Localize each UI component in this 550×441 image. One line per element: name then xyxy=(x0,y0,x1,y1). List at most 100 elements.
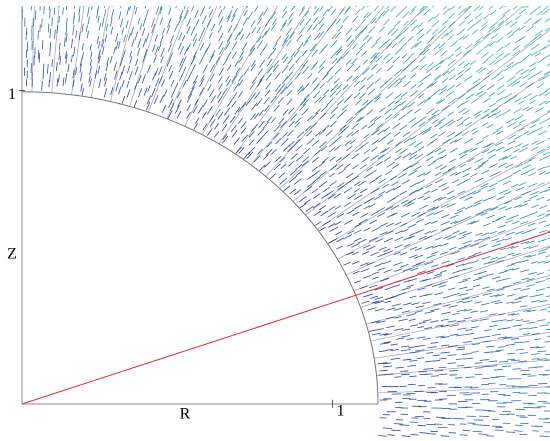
field-arrow xyxy=(502,109,512,115)
field-arrow xyxy=(343,261,351,266)
field-arrow xyxy=(391,164,400,170)
field-arrow xyxy=(137,17,141,25)
field-arrow xyxy=(464,205,474,210)
field-arrow xyxy=(528,245,539,249)
field-arrow xyxy=(528,66,537,73)
field-arrow xyxy=(358,84,366,91)
field-arrow xyxy=(439,373,448,375)
field-arrow xyxy=(385,56,394,64)
field-arrow xyxy=(481,255,491,260)
field-arrow xyxy=(337,129,346,136)
field-arrow xyxy=(317,66,324,74)
field-arrow xyxy=(249,81,256,90)
field-arrow xyxy=(419,49,426,56)
field-arrow xyxy=(499,189,509,194)
field-arrow xyxy=(393,423,404,425)
field-arrow xyxy=(385,187,395,194)
field-arrow xyxy=(410,73,417,79)
field-arrow xyxy=(441,104,450,112)
field-arrow xyxy=(286,71,293,80)
field-arrow xyxy=(354,280,361,284)
field-arrow xyxy=(306,130,313,137)
field-arrow xyxy=(470,243,480,247)
field-arrow xyxy=(376,207,386,213)
field-arrow xyxy=(471,29,479,35)
field-arrow xyxy=(402,165,412,172)
field-arrow xyxy=(547,237,550,240)
field-arrow xyxy=(264,105,270,112)
field-arrow xyxy=(512,267,520,271)
field-arrow xyxy=(394,80,402,88)
field-arrow xyxy=(458,7,467,15)
field-arrow xyxy=(546,286,550,289)
field-arrow xyxy=(434,370,444,372)
field-arrow xyxy=(151,24,156,34)
field-arrow xyxy=(399,75,407,81)
field-arrow xyxy=(379,333,389,336)
field-arrow xyxy=(145,9,149,18)
field-arrow xyxy=(431,206,439,211)
field-arrow xyxy=(415,218,425,224)
field-arrow xyxy=(402,152,412,159)
field-arrow xyxy=(341,50,350,59)
field-arrow xyxy=(504,343,515,346)
field-arrow xyxy=(531,50,539,57)
field-arrow xyxy=(321,192,330,199)
field-arrow xyxy=(426,141,434,147)
field-arrow xyxy=(402,20,409,27)
field-arrow xyxy=(441,186,450,191)
field-arrow xyxy=(393,307,403,311)
field-arrow xyxy=(345,27,353,35)
field-arrow xyxy=(370,63,378,71)
field-arrow xyxy=(462,99,469,105)
field-arrow xyxy=(401,105,408,111)
field-arrow xyxy=(462,49,472,56)
field-arrow xyxy=(506,319,515,322)
field-arrow xyxy=(291,6,296,11)
field-arrow xyxy=(320,105,329,113)
field-arrow xyxy=(209,118,216,127)
field-arrow xyxy=(242,6,245,7)
field-arrow xyxy=(521,190,531,196)
field-arrow xyxy=(483,108,490,114)
field-arrow xyxy=(504,207,512,211)
field-arrow xyxy=(425,183,433,189)
field-arrow xyxy=(495,52,504,60)
field-arrow xyxy=(65,51,67,59)
field-arrow xyxy=(491,243,501,248)
field-arrow xyxy=(281,138,289,146)
field-arrow xyxy=(352,211,360,217)
field-arrow xyxy=(192,51,197,59)
field-arrow xyxy=(169,102,175,112)
field-arrow xyxy=(512,281,522,285)
field-arrow xyxy=(240,127,247,135)
field-arrow xyxy=(480,182,489,188)
field-arrow xyxy=(166,24,171,34)
field-arrow xyxy=(256,40,263,49)
field-arrow xyxy=(296,131,305,139)
field-arrow xyxy=(481,159,489,164)
field-arrow xyxy=(391,42,398,49)
field-arrow xyxy=(379,231,388,236)
field-arrow xyxy=(439,251,449,256)
field-arrow xyxy=(370,251,379,256)
field-arrow xyxy=(383,248,391,252)
field-arrow xyxy=(336,56,343,64)
field-arrow xyxy=(192,105,198,114)
field-arrow xyxy=(329,164,338,171)
field-arrow xyxy=(378,246,387,251)
field-arrow xyxy=(273,6,275,8)
field-arrow xyxy=(103,6,106,9)
field-arrow xyxy=(103,9,107,17)
field-arrow xyxy=(427,151,434,156)
field-arrow xyxy=(482,198,490,202)
field-arrow xyxy=(326,24,333,32)
field-arrow xyxy=(38,52,41,63)
field-arrow xyxy=(142,53,146,63)
field-arrow xyxy=(374,308,384,312)
field-arrow xyxy=(482,59,489,64)
field-arrow xyxy=(463,243,471,247)
field-arrow xyxy=(438,149,447,155)
field-arrow xyxy=(423,126,432,133)
field-arrow xyxy=(367,307,377,311)
